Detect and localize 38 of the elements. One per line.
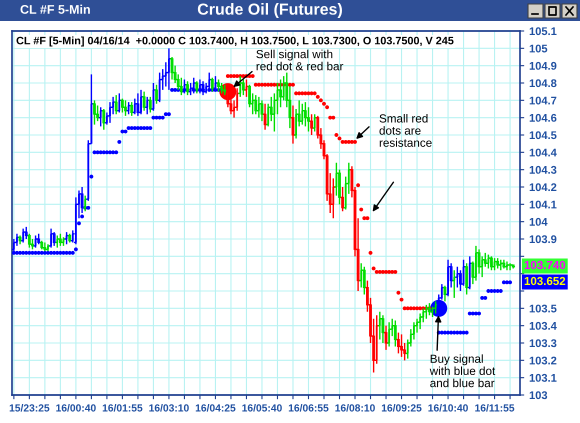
y-tick-label: 105.1 [530,27,557,36]
y-tick-label: 103.3 [530,339,556,348]
x-tick-label: 16/04:25 [196,404,236,412]
x-tick-label: 16/05:40 [242,404,282,412]
y-tick-label: 103.2 [530,356,556,364]
y-tick-label: 104.2 [530,183,556,192]
x-tick-label: 16/10:40 [428,404,468,412]
chart-subtitle: CL #F 5-Min [20,4,90,14]
y-tick-label: 104.7 [530,96,556,104]
x-tick-label: 16/03:10 [149,404,189,412]
text: 103.652 [524,276,566,286]
y-tick-label: 104.1 [530,200,557,208]
chart-title: Crude Oil (Futures) [198,3,342,18]
x-tick-label: 16/08:10 [335,404,375,412]
y-tick-label: 103 [530,391,548,400]
x-tick-label: 16/00:40 [56,404,96,412]
x-tick-label: 16/11:55 [475,404,514,412]
y-tick-label: 104.8 [530,79,556,88]
y-tick-label: 103.4 [530,322,557,330]
x-tick-label: 16/09:25 [382,404,422,412]
text: 103.740 [524,260,566,270]
annotation: Buy signal with blue dot and blue bar [430,354,496,388]
annotation: Small red dots are resistance [379,114,432,147]
x-tick-label: 16/06:55 [288,404,328,412]
y-tick-label: 104.9 [530,62,556,70]
annotation: Sell signal with red dot & red bar [256,50,344,70]
y-tick-label: 103.5 [530,304,557,312]
y-tick-label: 103.1 [530,374,557,382]
x-tick-label: 16/01:55 [102,404,142,412]
y-tick-label: 104.3 [530,166,556,174]
y-tick-label: 104 [530,218,548,226]
annotation: CL #F [5-Min] 04/16/14 +0.0000 C 103.7400, H 103.7500, L 103.7300, O 103.7500, V 245 [16,36,454,47]
y-tick-label: 104.5 [530,131,557,140]
y-tick-label: 105 [530,44,548,52]
x-tick-label: 15/23:25 [10,404,50,412]
y-tick-label: 103.9 [530,235,556,244]
y-tick-label: 104.6 [530,114,556,122]
y-tick-label: 104.4 [530,148,557,156]
